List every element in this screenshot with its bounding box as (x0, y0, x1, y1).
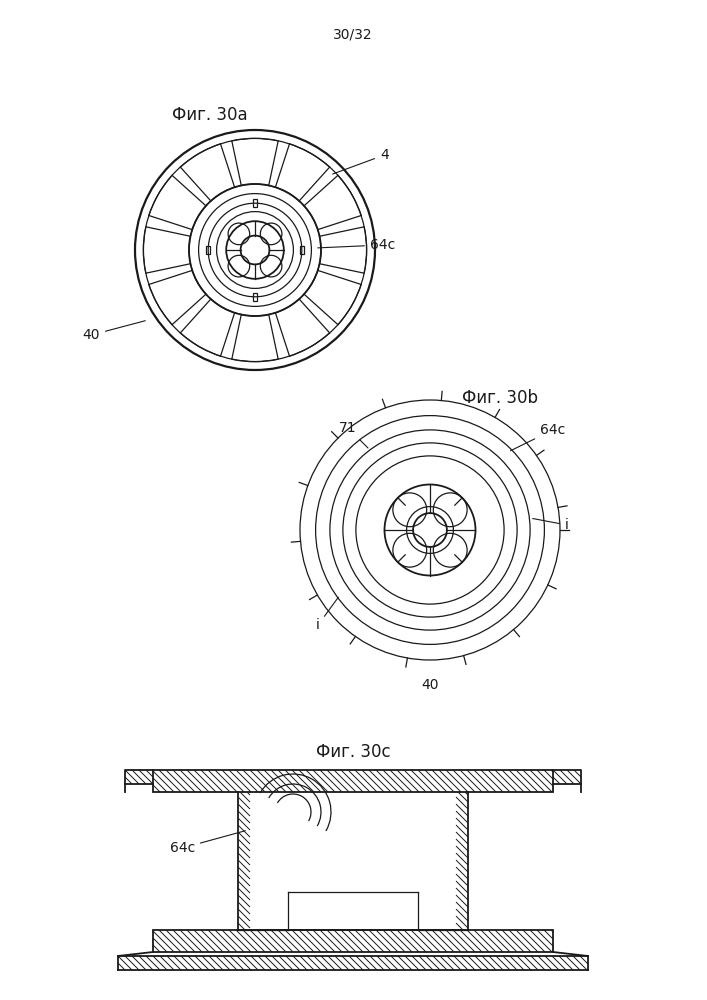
Text: 30/32: 30/32 (333, 28, 373, 42)
Bar (153, 770, 553, 792)
Text: Фиг. 30a: Фиг. 30a (173, 106, 248, 124)
Text: 40: 40 (83, 321, 146, 342)
Text: 64c: 64c (317, 238, 395, 252)
Text: 64c: 64c (170, 831, 245, 855)
Text: Фиг. 30b: Фиг. 30b (462, 389, 538, 407)
Text: 64c: 64c (510, 423, 566, 451)
Text: i: i (533, 518, 569, 532)
Text: 4: 4 (332, 148, 389, 174)
Text: Фиг. 30c: Фиг. 30c (316, 743, 390, 761)
Text: 71: 71 (339, 421, 368, 448)
Text: i: i (316, 597, 339, 632)
Bar (153, 930, 553, 952)
Text: 40: 40 (421, 678, 439, 692)
